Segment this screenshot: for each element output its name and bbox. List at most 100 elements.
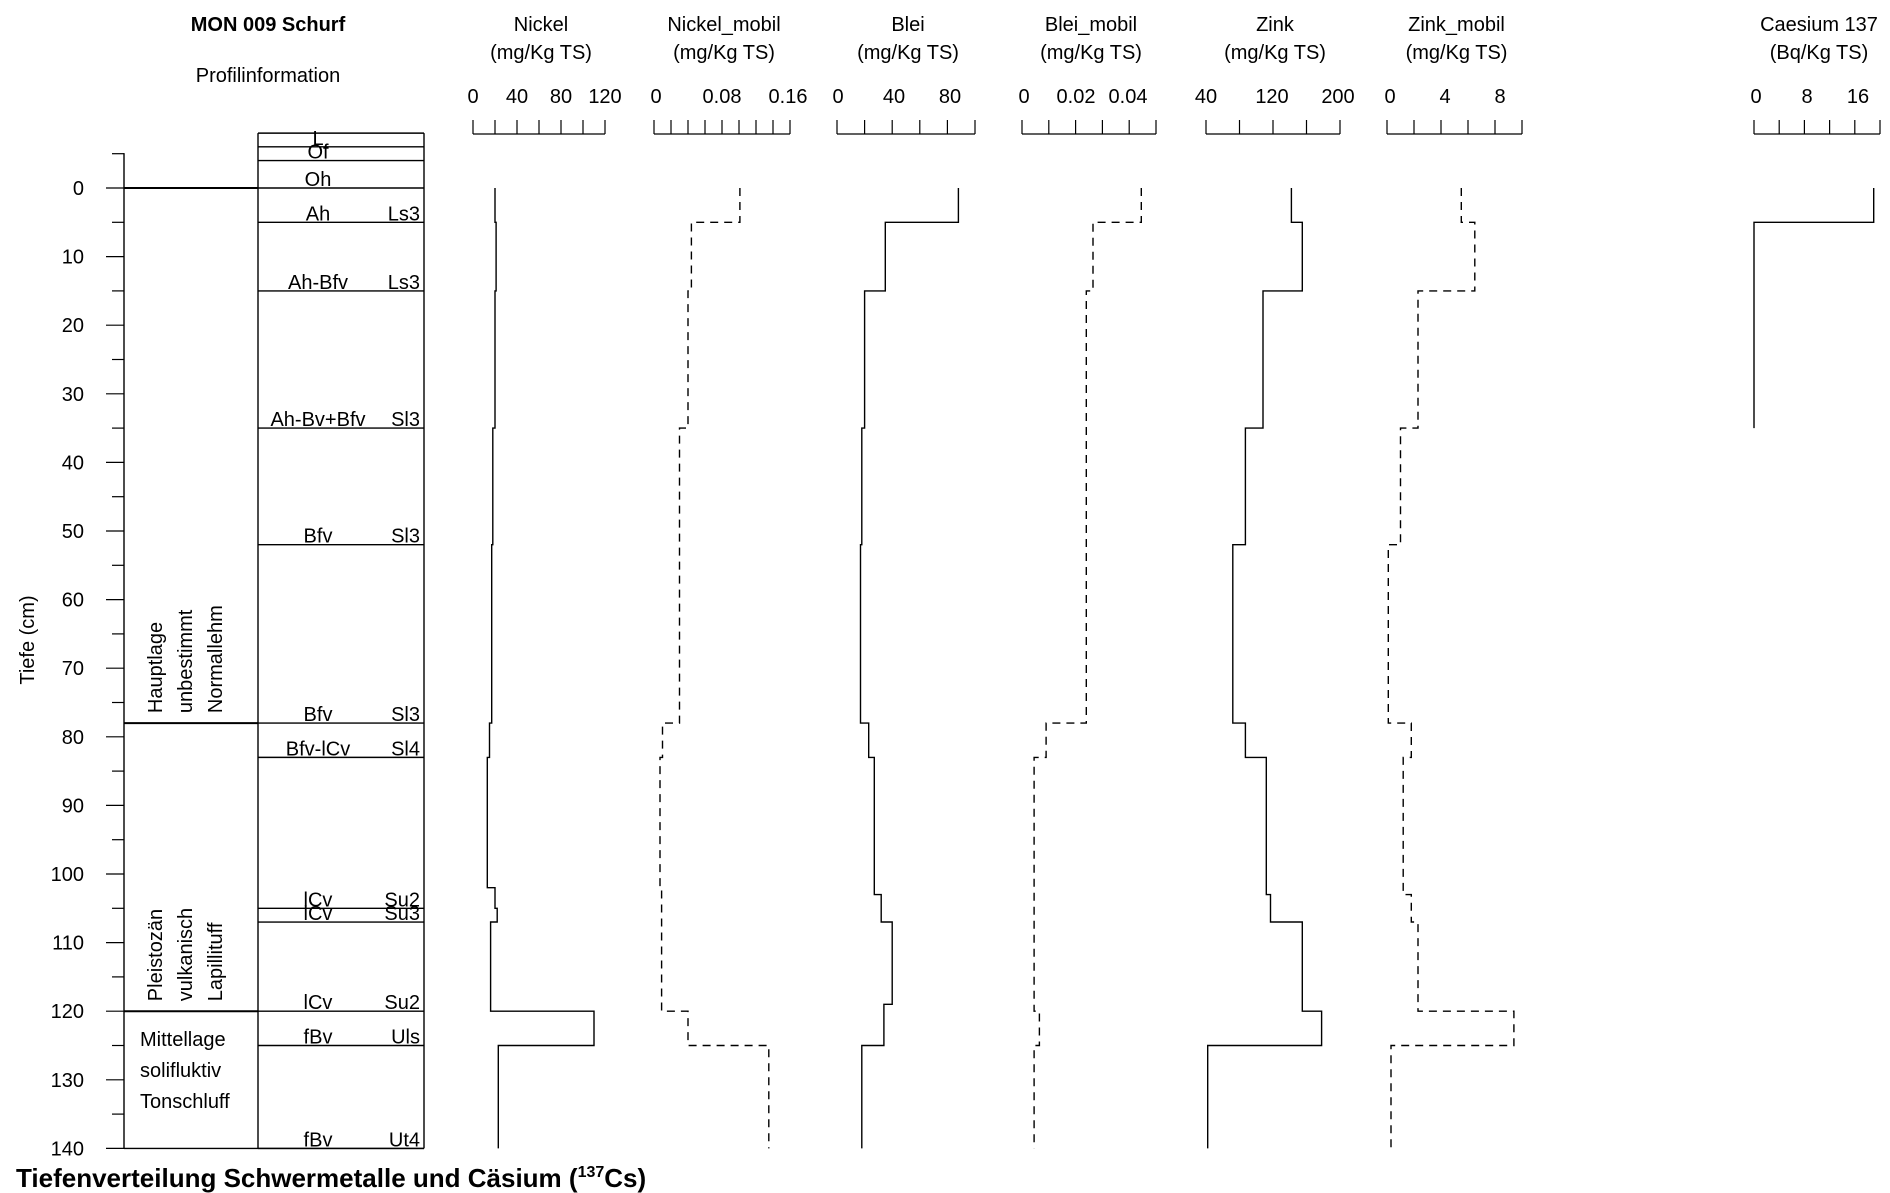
horizon-texture: Sl4 [391,738,420,760]
horizon-texture: Uls [391,1027,420,1049]
panel-unit: (mg/Kg TS) [1406,42,1508,64]
x-tick-label: 0 [650,86,661,108]
x-tick-label: 0.16 [769,86,808,108]
substrate-label: Mittellage [140,1029,226,1051]
element-panels: Nickel(mg/Kg TS)0 40 80 120Nickel_mobil(mg/… [467,14,1881,1149]
series-line [1387,188,1515,1149]
panel-caesium-137: Caesium 137 (Bq/Kg TS) 0 8 16 [1750,14,1881,429]
depth-tick-label: 110 [52,933,84,955]
series-line [1753,188,1875,429]
depth-tick-label: 100 [51,864,84,886]
profile-subtitle: Profilinformation [196,65,341,87]
substrate-label: Normallehm [205,605,227,713]
x-tick-label: 80 [939,86,961,108]
x-tick-label: 0 [1384,86,1395,108]
series-line [1033,188,1142,1149]
series-line [486,188,595,1149]
depth-tick-label: 10 [62,247,84,269]
substrate-label: Tonschluff [140,1091,230,1113]
x-tick-label: 8 [1801,86,1812,108]
substrate-label: Lapillituff [205,922,227,1001]
x-tick-label: 8 [1494,86,1505,108]
horizon-name: Ah [306,203,330,225]
x-tick-label: 40 [883,86,905,108]
caption-superscript: 137 [578,1164,605,1181]
depth-tick-label: 70 [62,658,84,680]
x-tick-label: 80 [550,86,572,108]
depth-tick-label: 60 [62,590,84,612]
depth-tick-label: 0 [73,178,84,200]
x-tick-label: 0 [1018,86,1029,108]
horizon-name: fBv [304,1129,333,1151]
substrate-label: unbestimmt [175,609,197,713]
horizon-texture: Su2 [384,889,420,911]
horizon-texture: Sl3 [391,526,420,548]
panel-nickel_mobil: Nickel_mobil (mg/Kg TS) 0 0.08 0.16 [650,14,808,1149]
x-tick-label: 0 [1750,86,1761,108]
x-tick-label: 0 [467,86,478,108]
horizon-name: L [312,128,323,150]
panel-unit: (mg/Kg TS) [1224,42,1326,64]
substrate-label: vulkanisch [175,908,197,1001]
series-line [859,188,960,1149]
panel-title: Nickel [514,14,568,36]
x-tick-label: 0.02 [1057,86,1096,108]
panel-unit: (mg/Kg TS) [673,42,775,64]
panel-title: Nickel_mobil [667,14,780,36]
horizon-name: Ah-Bv+Bfv [270,409,365,431]
horizon-texture: Ut4 [389,1129,420,1151]
panel-zink: Zink (mg/Kg TS) 40 120 200 [1195,14,1355,1149]
horizon-texture: Sl3 [391,409,420,431]
x-tick-label: 120 [588,86,621,108]
horizon-texture: Su2 [384,992,420,1014]
x-tick-label: 0.04 [1109,86,1148,108]
series-line [1207,188,1323,1149]
horizon-texture: Su3 [384,903,420,925]
panel-blei_mobil: Blei_mobil (mg/Kg TS) 0 0.02 0.04 [1018,14,1157,1149]
x-tick-label: 200 [1321,86,1354,108]
panel-title: Blei [891,14,924,36]
substrate-label: Hauptlage [145,622,167,713]
panel-unit: (mg/Kg TS) [1040,42,1142,64]
horizon-texture: Sl3 [391,704,420,726]
panel-title: Blei_mobil [1045,14,1137,36]
panel-nickel: Nickel (mg/Kg TS) 0 40 80 120 [467,14,622,1149]
horizon-name: Bfv [304,704,333,726]
horizon-name: Of [307,142,329,164]
profile-title: MON 009 Schurf [191,14,346,36]
horizon-name: lCv [304,992,333,1014]
depth-tick-label: 40 [62,452,84,474]
x-tick-label: 0.08 [703,86,742,108]
caption-end: Cs) [604,1163,646,1193]
panel-title: Caesium 137 [1760,14,1878,36]
x-tick-label: 40 [506,86,528,108]
depth-tick-label: 50 [62,521,84,543]
panel-unit: (Bq/Kg TS) [1770,42,1869,64]
depth-tick-label: 30 [62,384,84,406]
horizon-name: Oh [305,169,332,191]
horizon-name: Bfv-lCv [286,738,350,760]
depth-tick-label: 120 [51,1001,84,1023]
panel-unit: (mg/Kg TS) [857,42,959,64]
horizon-texture: Ls3 [388,272,420,294]
horizon-name: Ah-Bfv [288,272,348,294]
depth-tick-label: 90 [62,795,84,817]
horizon-texture: Ls3 [388,203,420,225]
depth-tick-label: 20 [62,315,84,337]
x-tick-label: 120 [1255,86,1288,108]
horizon-name: lCv [304,903,333,925]
horizon-name: Bfv [304,526,333,548]
figure-caption: Tiefenverteilung Schwermetalle und Cäsiu… [16,1163,646,1193]
panel-blei: Blei (mg/Kg TS) 0 40 80 [832,14,976,1149]
panel-unit: (mg/Kg TS) [490,42,592,64]
panel-zink_mobil: Zink_mobil (mg/Kg TS) 0 4 8 [1384,14,1523,1149]
depth-tick-label: 80 [62,727,84,749]
x-tick-label: 40 [1195,86,1217,108]
series-line [659,188,770,1149]
substrate-label: Pleistozän [145,909,167,1001]
depth-tick-label: 140 [51,1138,84,1160]
soil-profile-column: 0 10 20 30 40 50 60 70 80 90 100 110 120 130 140 Hauptl… [51,128,425,1160]
x-tick-label: 4 [1439,86,1450,108]
panel-title: Zink_mobil [1408,14,1505,36]
horizon-name: fBv [304,1027,333,1049]
